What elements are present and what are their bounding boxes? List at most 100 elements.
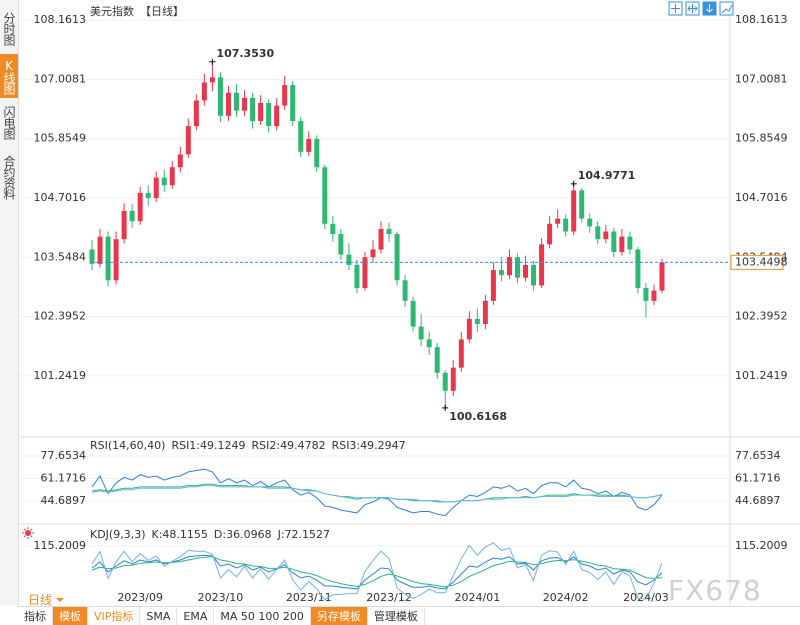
toolbar-item[interactable]: SMA <box>140 607 178 625</box>
toolbar-item[interactable]: 另存模板 <box>310 607 368 625</box>
toolbar-item[interactable]: VIP指标 <box>88 607 141 625</box>
y-tick-label-left: 104.7016 <box>34 191 87 204</box>
sidebar: 分时图 K线图 闪电图 合约资料 <box>0 0 19 605</box>
candle-body <box>234 92 240 111</box>
toolbar-icons[interactable] <box>668 1 734 16</box>
candle-body <box>193 100 199 127</box>
candle-body <box>531 264 537 286</box>
candle-body <box>258 103 264 122</box>
candle-body <box>466 318 472 340</box>
y-tick-label-left: 108.1613 <box>34 13 87 26</box>
candle-body <box>579 190 585 219</box>
candle-body <box>105 236 111 281</box>
sidebar-tab[interactable]: 闪电图 <box>2 105 16 139</box>
y-tick-label-left: 102.3952 <box>34 310 87 323</box>
candle-body <box>330 223 336 235</box>
candle-body <box>113 239 119 281</box>
x-tick-label: 2023/10 <box>198 591 244 604</box>
y-tick-label-left: 107.0081 <box>34 72 87 85</box>
candle-body <box>563 218 569 232</box>
y-tick-label-right: 108.1613 <box>735 13 788 26</box>
y-tick-label-left: 44.6897 <box>41 494 87 507</box>
candle-body <box>450 367 456 391</box>
candle-body <box>426 339 432 348</box>
toolbar-item[interactable]: MA 50 100 200 <box>214 607 311 625</box>
x-tick-label: 2023/12 <box>366 591 412 604</box>
candle-body <box>619 236 625 253</box>
candle-body <box>498 270 504 276</box>
panel-header: K:48.1155 <box>152 528 208 541</box>
y-tick-label-right: 101.2419 <box>735 369 788 382</box>
toolbar-item[interactable]: 管理模板 <box>368 607 425 625</box>
icon-glyph <box>687 4 698 13</box>
y-tick-label-right: 102.3952 <box>735 310 788 323</box>
icon-rays <box>22 527 34 539</box>
icon-dot <box>25 530 31 536</box>
dropdown-icon <box>56 598 65 602</box>
candle-body <box>217 77 223 116</box>
y-tick-label-right: 44.6897 <box>735 494 781 507</box>
sidebar-tab[interactable]: 合约资料 <box>2 155 16 199</box>
extreme-label: 107.3530 <box>216 47 274 60</box>
panel-header: KDJ(9,3,3) <box>90 528 146 541</box>
indicator-line <box>91 542 663 601</box>
y-tick-label-left: 115.2009 <box>34 539 87 552</box>
y-tick-label-right: 107.0081 <box>735 72 788 85</box>
candle-body <box>145 192 151 199</box>
toolbar-item[interactable]: EMA <box>177 607 215 625</box>
candle-body <box>242 97 248 111</box>
x-tick-label: 2023/11 <box>286 591 332 604</box>
icon-glyph <box>721 4 733 14</box>
candle-body <box>410 300 416 327</box>
y-tick-label-right: 77.6534 <box>735 449 781 462</box>
candle-body <box>506 257 512 276</box>
y-tick-label-left: 61.1716 <box>41 471 87 484</box>
sidebar-tab-active[interactable]: K线图 <box>0 54 18 98</box>
candle-body <box>185 126 191 155</box>
toolbar-item[interactable]: 指标 <box>18 607 53 625</box>
candle-body <box>129 210 135 222</box>
candle-body <box>571 190 577 232</box>
candle-body <box>362 257 368 289</box>
extreme-marker <box>570 180 577 187</box>
candle-body <box>611 231 617 253</box>
x-tick-label: 2024/03 <box>623 591 669 604</box>
candle-body <box>177 154 183 168</box>
panel-header: 【日线】 <box>140 4 184 18</box>
candle-body <box>627 236 633 250</box>
panel-header: RSI1:49.1249 <box>171 439 245 452</box>
panel-header: 美元指数 <box>90 4 134 18</box>
toolbar: 指标 模板 VIP指标 SMA EMA MA 50 100 200 另存模板 管… <box>18 606 800 625</box>
candle-body <box>322 167 328 224</box>
candle-body <box>250 97 256 122</box>
candle-body <box>121 210 127 240</box>
y-tick-label-right: 61.1716 <box>735 471 781 484</box>
candle-body <box>482 300 488 324</box>
candle-body <box>514 257 520 278</box>
icon-button[interactable] <box>719 1 734 16</box>
candle-body <box>274 105 280 127</box>
indicator-settings-icon[interactable] <box>22 527 34 539</box>
icon-glyph <box>671 4 680 13</box>
candle-body <box>290 85 296 122</box>
panel-header: RSI3:49.2947 <box>332 439 406 452</box>
candle-body <box>370 249 376 258</box>
sidebar-tab[interactable]: 分时图 <box>2 11 16 45</box>
candle-body <box>547 223 553 245</box>
candle-body <box>402 280 408 301</box>
toolbar-item[interactable]: 模板 <box>53 607 88 625</box>
candle-body <box>490 270 496 301</box>
y-tick-label-left: 103.5484 <box>34 250 87 263</box>
candle-body <box>378 228 384 250</box>
candle-body <box>659 262 665 291</box>
candle-body <box>161 177 167 186</box>
candle-body <box>338 234 344 255</box>
last-price-label: 103.4498 <box>735 255 788 268</box>
period-selector[interactable]: 日线 <box>28 591 65 608</box>
candle-body <box>474 318 480 324</box>
panel-header: J:72.1527 <box>277 528 330 541</box>
candle-body <box>266 103 272 127</box>
indicator-line <box>91 556 663 588</box>
candle-body <box>434 347 440 373</box>
